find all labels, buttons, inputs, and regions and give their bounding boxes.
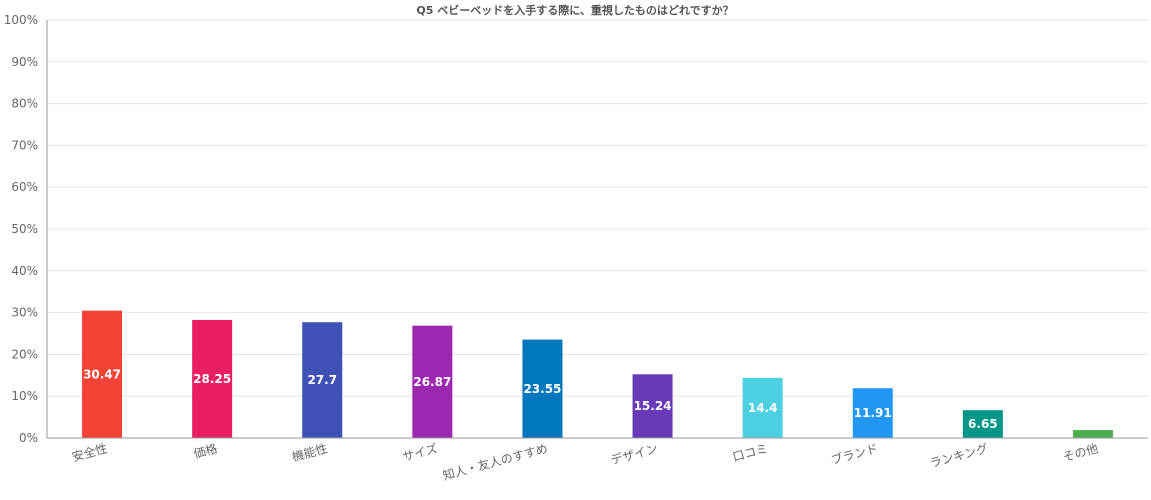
- bar[interactable]: [852, 388, 893, 438]
- x-tick-label: 知人・友人のすすめ: [441, 441, 549, 482]
- x-tick-label: ブランド: [829, 440, 879, 467]
- x-tick-label: 機能性: [290, 440, 329, 464]
- x-tick-label: その他: [1061, 441, 1099, 464]
- data-label: 11.91: [854, 406, 892, 420]
- data-label: 6.65: [968, 417, 998, 431]
- bar[interactable]: [412, 325, 453, 438]
- y-tick-label: 60%: [11, 180, 38, 194]
- y-tick-label: 100%: [4, 13, 38, 27]
- y-tick-label: 50%: [11, 222, 38, 236]
- bar[interactable]: [82, 310, 123, 438]
- data-label: 23.55: [523, 382, 561, 396]
- data-label: 28.25: [193, 372, 231, 386]
- bar[interactable]: [742, 377, 783, 438]
- y-tick-label: 30%: [11, 306, 38, 320]
- bars: [82, 310, 1113, 438]
- x-tick-label: 口コミ: [731, 441, 769, 464]
- x-tick-label: サイズ: [401, 440, 439, 464]
- bar[interactable]: [1072, 430, 1113, 438]
- bar[interactable]: [192, 319, 233, 438]
- x-tick-label: 安全性: [70, 440, 109, 464]
- data-labels: 30.47 28.25 27.7 26.87 23.55 15.24 14.4 11.91 6.…: [83, 367, 998, 431]
- data-label: 14.4: [748, 401, 778, 415]
- bar[interactable]: [302, 322, 343, 438]
- chart-title: Q5 ベビーベッドを入手する際に、重視したものはどれですか？: [416, 3, 733, 17]
- data-label: 26.87: [413, 375, 451, 389]
- y-tick-label: 90%: [11, 55, 38, 69]
- x-tick-label: 価格: [192, 440, 219, 461]
- bar[interactable]: [632, 374, 673, 438]
- y-tick-label: 10%: [11, 389, 38, 403]
- data-label: 30.47: [83, 367, 121, 381]
- x-tick-label: デザイン: [609, 440, 659, 467]
- y-tick-label: 70%: [11, 138, 38, 152]
- y-tick-label: 0%: [19, 431, 38, 445]
- y-axis-ticks: 0% 10% 20% 30% 40% 50% 60% 70% 80% 90% 100%: [4, 13, 38, 445]
- y-tick-label: 20%: [11, 347, 38, 361]
- bar[interactable]: [962, 410, 1003, 438]
- y-tick-label: 80%: [11, 97, 38, 111]
- x-axis-ticks: 安全性 価格 機能性 サイズ 知人・友人のすすめ デザイン 口コミ ブランド ランキング その他: [70, 440, 1100, 482]
- data-label: 27.7: [307, 373, 337, 387]
- bar[interactable]: [522, 339, 563, 438]
- y-tick-label: 40%: [11, 264, 38, 278]
- data-label: 15.24: [634, 399, 672, 413]
- x-tick-label: ランキング: [928, 441, 989, 470]
